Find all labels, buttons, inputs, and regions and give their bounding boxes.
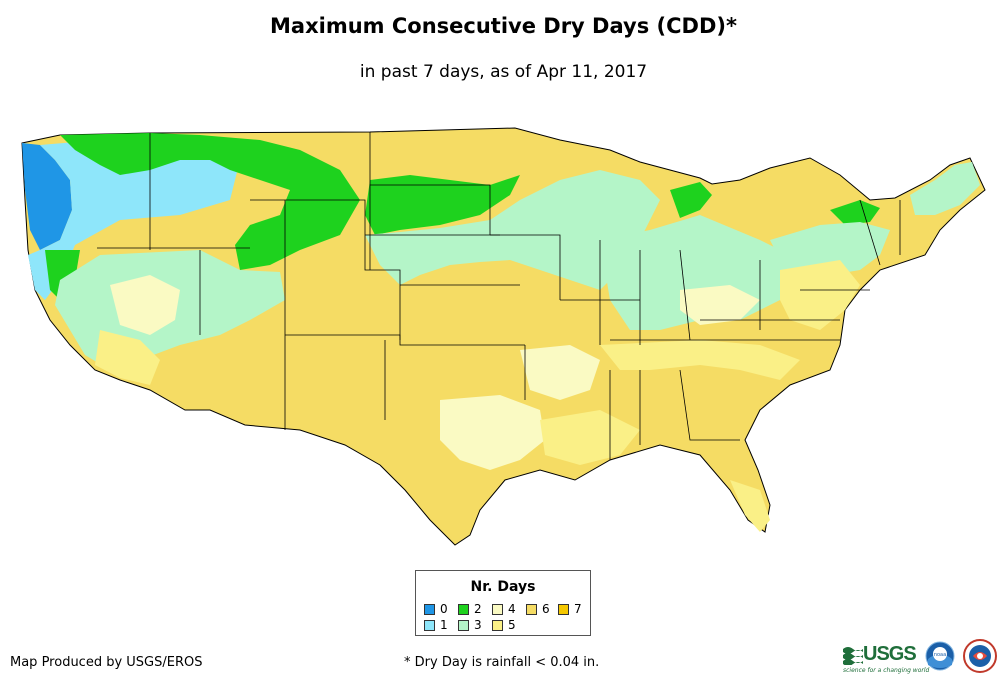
region-tx-4: [440, 395, 545, 470]
region-pnw-0: [22, 143, 72, 250]
legend-label: 6: [542, 602, 550, 616]
legend-item-2: 2: [458, 603, 482, 615]
region-ne-3: [770, 222, 890, 275]
legend-item-3: 3: [458, 619, 482, 631]
legend-item-0: 0: [424, 603, 448, 615]
usgs-logo: USGS: [843, 643, 917, 666]
legend-label: 1: [440, 618, 448, 632]
legend-label: 7: [574, 602, 582, 616]
region-ca-2: [45, 250, 80, 300]
region-va-5: [780, 260, 860, 330]
legend-swatch: [458, 603, 469, 615]
footnote: * Dry Day is rainfall < 0.04 in.: [404, 655, 600, 670]
legend-label: 0: [440, 602, 448, 616]
region-sw-5: [95, 330, 160, 385]
legend-item-1: 1: [424, 619, 448, 631]
nws-logo-icon: [963, 639, 997, 673]
legend: Nr. Days 0 1 2 3 4 5 6 7: [415, 570, 591, 636]
legend-item-4: 4: [492, 603, 516, 615]
legend-item-7: 7: [558, 603, 582, 615]
legend-item-5: 5: [492, 619, 516, 631]
region-maine-3: [910, 162, 980, 215]
state-boundaries: [97, 132, 901, 460]
us-dry-days-map: [21, 127, 986, 546]
usgs-logo-text: USGS: [863, 643, 917, 665]
legend-swatch: [424, 619, 435, 631]
region-fl-5: [730, 480, 770, 532]
region-southeast-5: [600, 340, 800, 380]
region-plains-3: [365, 170, 660, 290]
legend-swatch: [492, 603, 503, 615]
legend-swatch: [558, 603, 569, 615]
legend-title: Nr. Days: [470, 579, 536, 595]
legend-swatch: [526, 603, 537, 615]
legend-label: 4: [508, 602, 516, 616]
region-nv-4: [110, 275, 180, 335]
legend-label: 2: [474, 602, 482, 616]
map-title: Maximum Consecutive Dry Days (CDD)*: [270, 14, 737, 38]
region-mich-2: [670, 182, 712, 218]
legend-item-6: 6: [526, 603, 550, 615]
region-oh-4: [680, 285, 760, 325]
legend-label: 5: [508, 618, 516, 632]
map-credit: Map Produced by USGS/EROS: [10, 655, 203, 670]
legend-swatch: [458, 619, 469, 631]
legend-label: 3: [474, 618, 482, 632]
region-west-1: [28, 138, 240, 300]
usgs-wave-icon: [843, 646, 863, 665]
usgs-tagline: science for a changing world: [843, 667, 930, 674]
noaa-logo-icon: noaa: [925, 641, 955, 671]
svg-text:noaa: noaa: [934, 652, 946, 658]
region-ne-2: [830, 200, 880, 225]
region-gulf-5: [540, 410, 640, 465]
legend-swatch: [424, 603, 435, 615]
legend-swatch: [492, 619, 503, 631]
region-ar-4: [520, 345, 600, 400]
map-subtitle: in past 7 days, as of Apr 11, 2017: [359, 62, 648, 82]
region-dakota-2: [365, 175, 520, 235]
